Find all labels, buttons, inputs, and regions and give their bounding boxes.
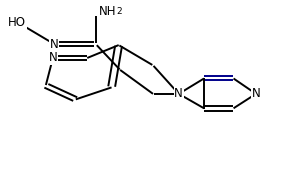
Text: N: N	[174, 87, 183, 100]
Text: N: N	[252, 87, 260, 100]
Text: HO: HO	[8, 16, 26, 29]
Text: N: N	[50, 38, 59, 51]
Text: NH: NH	[99, 5, 116, 17]
Text: 2: 2	[116, 8, 122, 16]
Text: N: N	[49, 52, 57, 64]
